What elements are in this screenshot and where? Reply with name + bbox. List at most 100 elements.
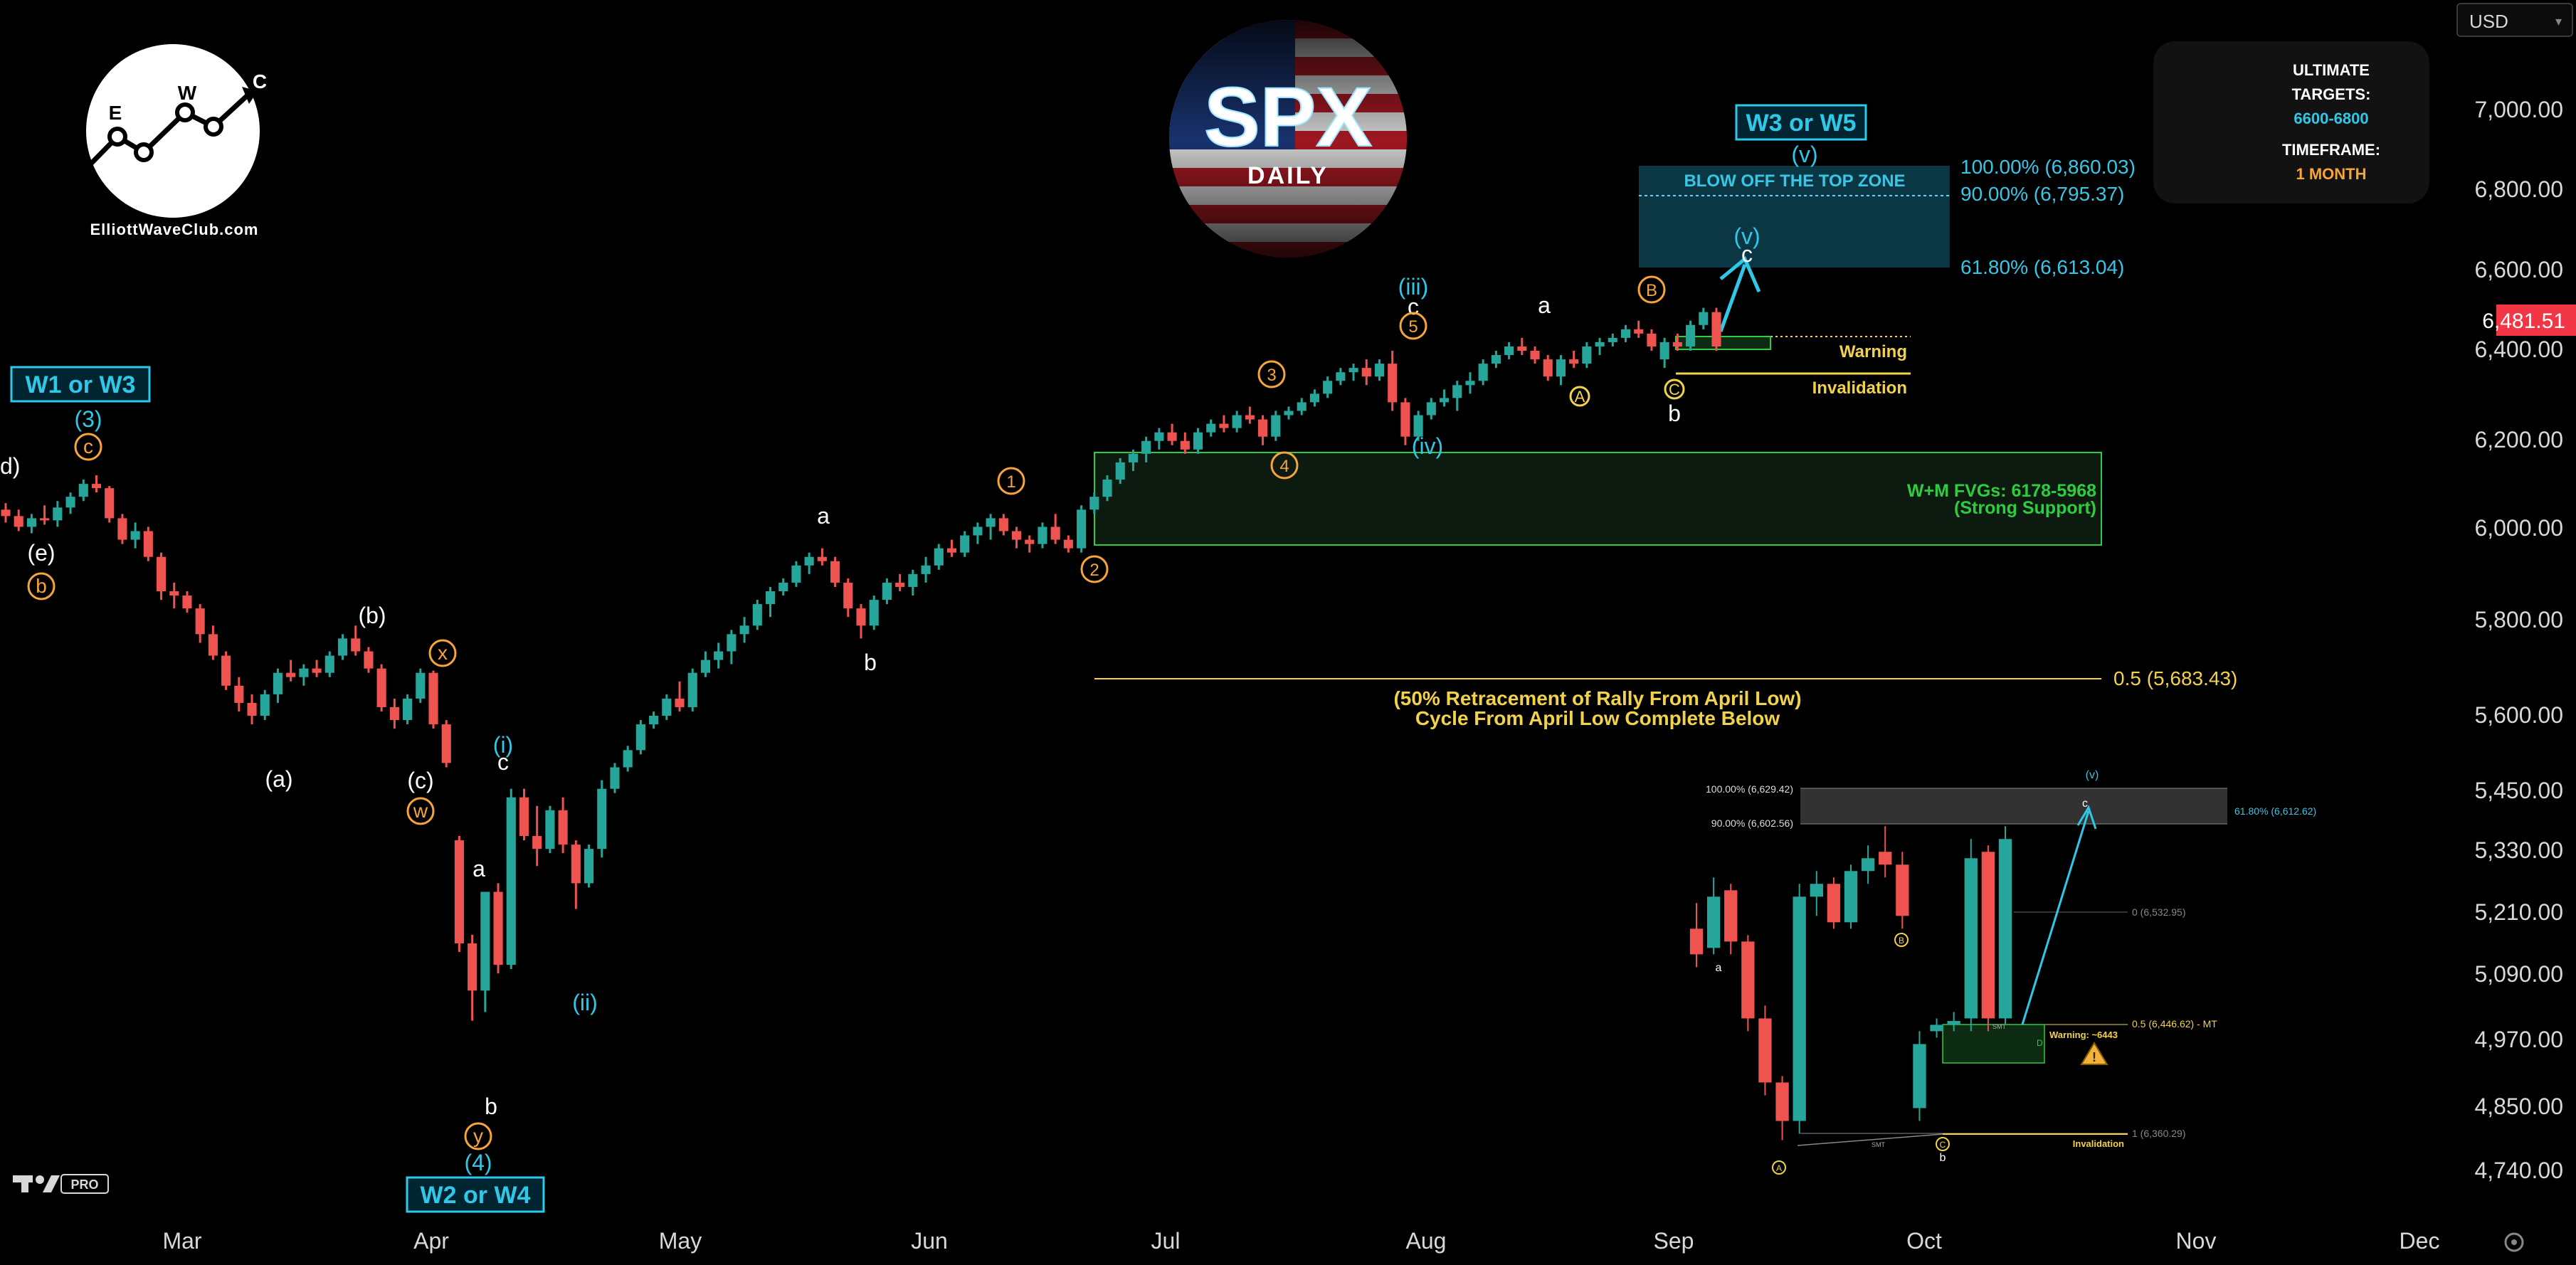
- price-axis[interactable]: 7,000.00 6,800.00 6,600.00 6,400.00 6,200.00…: [2474, 97, 2563, 1183]
- inset-fib-90-label: 90.00% (6,602.56): [1711, 817, 1793, 829]
- wave-label-b-paren: (b): [358, 603, 386, 628]
- projection-arrowhead: [1719, 255, 1761, 292]
- circled-wave-label: y: [473, 1125, 483, 1147]
- candle-body: [493, 891, 503, 965]
- candle-body: [571, 845, 581, 884]
- inset-candle-body: [1981, 852, 1995, 1019]
- svg-text:PRO: PRO: [70, 1177, 98, 1192]
- candle-body: [687, 672, 697, 707]
- fvg-zone-label: W+M FVGs: 6178-5968: [1907, 481, 2096, 501]
- timeframe-value: 1 MONTH: [2296, 165, 2367, 183]
- candle-body: [1647, 333, 1657, 346]
- settings-gear-icon[interactable]: [2504, 1232, 2524, 1252]
- candle-body: [195, 608, 205, 635]
- wave-label-v: (v): [1733, 223, 1760, 249]
- circled-wave-marker: [1080, 555, 1109, 583]
- retracement-50-label: 0.5 (5,683.43): [2113, 667, 2237, 689]
- candle-body: [40, 518, 50, 521]
- time-tick: Jun: [911, 1228, 948, 1254]
- circled-wave-marker: [997, 467, 1025, 495]
- candle-body: [727, 634, 737, 652]
- candle-body: [1309, 393, 1319, 403]
- inset-candle-body: [1861, 858, 1875, 872]
- candle-body: [1297, 402, 1307, 411]
- circled-wave-marker: [428, 639, 457, 667]
- candle-body: [532, 836, 542, 849]
- candle-body: [364, 651, 374, 669]
- candle-body: [1620, 329, 1631, 338]
- candle-body: [1426, 402, 1436, 416]
- circled-wave-label: B: [1646, 281, 1657, 300]
- candle-body: [260, 694, 270, 716]
- candle-body: [1128, 453, 1139, 462]
- candle-body: [843, 582, 853, 609]
- wave-label-a-april: a: [473, 856, 485, 882]
- currency-selector[interactable]: USD ▾: [2456, 3, 2573, 37]
- candle-body: [234, 685, 244, 703]
- candle-body: [65, 497, 75, 508]
- circled-wave-marker: [1399, 312, 1427, 340]
- candle-body: [1271, 415, 1281, 437]
- price-tick: 4,740.00: [2474, 1158, 2563, 1183]
- candle-body: [53, 507, 63, 521]
- svg-text:W2 or W4: W2 or W4: [421, 1182, 531, 1209]
- candle-body: [1206, 423, 1216, 433]
- candle-body: [351, 638, 361, 652]
- time-axis[interactable]: Mar Apr May Jun Jul Aug Sep Oct Nov Dec: [162, 1228, 2439, 1254]
- wave-label-c-april: c: [497, 749, 509, 775]
- candle-body: [1, 509, 11, 517]
- candle-body: [506, 797, 516, 965]
- inset-candle-body: [1844, 871, 1858, 923]
- candle-body: [1374, 364, 1385, 377]
- candle-body: [312, 668, 322, 673]
- blow-off-top-zone-label: BLOW OFF THE TOP ZONE: [1684, 171, 1905, 191]
- inset-wave-label: c: [2082, 798, 2088, 810]
- candle-body: [1465, 381, 1475, 386]
- svg-text:C: C: [253, 70, 267, 92]
- wave-label-e: (e): [27, 540, 55, 566]
- candle-body: [156, 556, 167, 591]
- inset-projection-arrow: [2021, 810, 2090, 1025]
- price-tick: 5,330.00: [2474, 837, 2563, 863]
- candle-body: [1439, 398, 1450, 403]
- circled-wave-label: 3: [1267, 366, 1276, 385]
- candle-body: [545, 810, 555, 849]
- candle-body: [1413, 415, 1423, 437]
- circled-wave-label: C: [1669, 381, 1680, 398]
- svg-text:!: !: [2092, 1050, 2096, 1064]
- candle-body: [1077, 509, 1087, 549]
- candle-body: [105, 488, 115, 519]
- wave-label-a-paren: (a): [265, 766, 292, 792]
- candle-body: [558, 810, 568, 845]
- inset-candle-body: [1964, 858, 1978, 1019]
- candle-body: [1582, 346, 1592, 364]
- candle-body: [169, 591, 179, 596]
- candle-body: [675, 698, 685, 707]
- circled-wave-marker: [1257, 360, 1286, 388]
- price-tick: 6,200.00: [2474, 427, 2563, 452]
- candle-body: [1608, 337, 1617, 342]
- inset-circled-wave: [1772, 1160, 1786, 1175]
- svg-text:W1 or W3: W1 or W3: [26, 371, 136, 398]
- fib-618-label: 61.80% (6,613.04): [1960, 256, 2124, 278]
- candle-body: [1699, 312, 1709, 325]
- invalidation-label: Invalidation: [1812, 379, 1907, 398]
- ultimate-label: ULTIMATE: [2293, 61, 2370, 79]
- warning-label: Warning: [1839, 342, 1907, 361]
- tradingview-pro-logo: PRO: [13, 1174, 109, 1194]
- circled-wave-label: A: [1575, 388, 1585, 406]
- candle-body: [468, 943, 477, 991]
- candle-body: [337, 638, 348, 656]
- candle-body: [1361, 368, 1371, 377]
- candle-body: [1400, 402, 1410, 437]
- svg-text:E: E: [109, 102, 122, 124]
- targets-label: TARGETS:: [2291, 85, 2371, 103]
- candle-body: [441, 724, 451, 763]
- timeframe-label: TIMEFRAME:: [2281, 141, 2381, 159]
- inset-candle-body: [1706, 896, 1721, 948]
- candle-body: [623, 750, 633, 768]
- candle-body: [1063, 539, 1073, 549]
- candle-body: [856, 608, 866, 626]
- inset-candle-body: [1947, 1021, 1960, 1025]
